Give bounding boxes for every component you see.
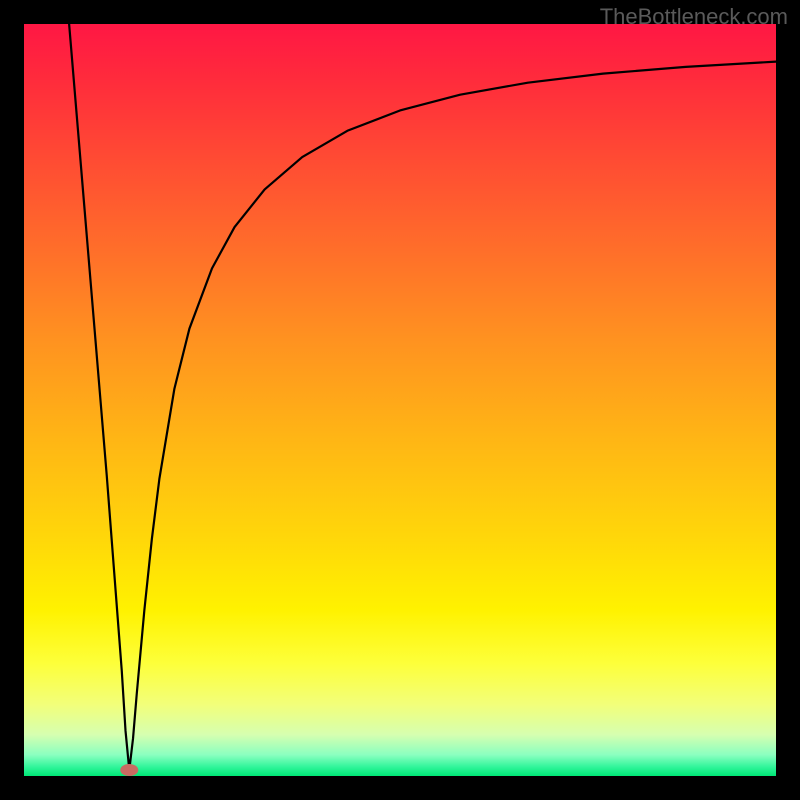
plot-area bbox=[24, 24, 776, 776]
watermark-text: TheBottleneck.com bbox=[600, 4, 788, 30]
gradient-background bbox=[24, 24, 776, 776]
chart-frame: TheBottleneck.com bbox=[0, 0, 800, 800]
optimum-marker bbox=[120, 764, 138, 776]
gradient-chart bbox=[24, 24, 776, 776]
